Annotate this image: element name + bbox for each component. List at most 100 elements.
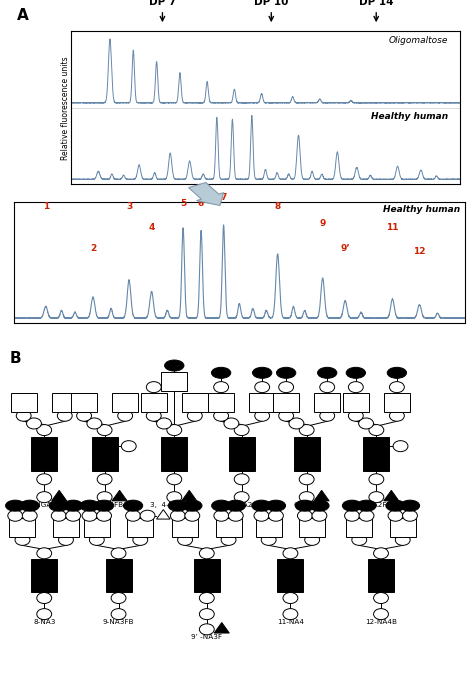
Circle shape [395,534,410,546]
FancyBboxPatch shape [216,518,242,537]
Circle shape [15,534,30,546]
FancyBboxPatch shape [128,518,153,537]
Circle shape [369,491,384,502]
Polygon shape [182,491,197,501]
Text: 9-NA3FB: 9-NA3FB [103,619,134,626]
Circle shape [369,425,384,436]
Circle shape [279,410,293,421]
FancyBboxPatch shape [112,393,138,412]
Text: 2: 2 [90,244,96,252]
FancyBboxPatch shape [182,393,208,412]
Ellipse shape [49,500,68,511]
FancyBboxPatch shape [228,452,255,471]
Circle shape [87,418,102,429]
Circle shape [320,410,335,421]
FancyBboxPatch shape [9,518,36,537]
Polygon shape [384,491,399,501]
FancyBboxPatch shape [294,436,319,456]
Circle shape [299,474,314,485]
Circle shape [255,382,270,393]
Circle shape [234,491,249,502]
FancyBboxPatch shape [368,559,394,578]
Circle shape [178,534,192,546]
Text: 1: 1 [43,202,49,211]
FancyArrow shape [189,183,224,206]
FancyBboxPatch shape [194,559,220,578]
Circle shape [254,510,269,521]
Circle shape [214,382,228,393]
FancyBboxPatch shape [31,452,57,471]
Text: 5: 5 [180,199,186,208]
Circle shape [402,510,418,521]
Circle shape [234,474,249,485]
Circle shape [312,510,327,521]
Text: 5-NA2: 5-NA2 [230,502,253,508]
Circle shape [185,510,200,521]
Text: 7: 7 [220,193,227,202]
Polygon shape [214,623,229,633]
FancyBboxPatch shape [384,393,410,412]
Ellipse shape [6,500,25,511]
Text: 2-NGA2FB: 2-NGA2FB [86,502,123,508]
Circle shape [8,510,23,521]
Polygon shape [52,491,67,501]
Polygon shape [156,509,170,519]
Ellipse shape [20,500,39,511]
Circle shape [348,410,363,421]
Text: 9’: 9’ [340,244,350,252]
FancyBboxPatch shape [299,518,325,537]
Text: 8-NA3: 8-NA3 [33,619,55,626]
Ellipse shape [94,500,114,511]
Circle shape [27,418,41,429]
Circle shape [37,609,52,620]
Ellipse shape [295,500,315,511]
FancyBboxPatch shape [390,518,416,537]
FancyBboxPatch shape [273,393,299,412]
Text: DP 10: DP 10 [254,0,289,7]
Text: Healthy human: Healthy human [371,113,448,122]
Ellipse shape [226,500,246,511]
Polygon shape [314,491,329,501]
FancyBboxPatch shape [368,573,394,592]
FancyBboxPatch shape [161,436,187,456]
Text: 3: 3 [126,202,132,211]
Circle shape [90,534,104,546]
Circle shape [228,510,243,521]
FancyBboxPatch shape [194,573,220,592]
Ellipse shape [80,500,99,511]
Circle shape [37,491,52,502]
Circle shape [345,510,359,521]
Ellipse shape [266,500,286,511]
Circle shape [187,410,202,421]
Circle shape [200,609,214,620]
Circle shape [261,534,276,546]
Circle shape [393,441,408,452]
Text: 7-NA2FB: 7-NA2FB [361,502,392,508]
FancyBboxPatch shape [31,573,57,592]
Circle shape [224,418,239,429]
Circle shape [234,425,249,436]
Circle shape [167,491,182,502]
Ellipse shape [387,368,407,378]
Circle shape [37,548,52,559]
FancyBboxPatch shape [71,393,97,412]
Circle shape [255,410,270,421]
Circle shape [37,593,52,603]
FancyBboxPatch shape [84,518,110,537]
Circle shape [133,534,148,546]
Circle shape [167,474,182,485]
Text: DP 14: DP 14 [359,0,393,7]
FancyBboxPatch shape [52,393,78,412]
Circle shape [97,491,112,502]
Circle shape [167,425,182,436]
Circle shape [283,593,298,603]
Circle shape [146,382,161,393]
Circle shape [390,410,404,421]
Ellipse shape [318,368,337,378]
Circle shape [359,418,374,429]
Ellipse shape [253,368,272,378]
Circle shape [320,382,335,393]
Ellipse shape [401,500,419,511]
Circle shape [126,510,140,521]
Ellipse shape [310,500,329,511]
